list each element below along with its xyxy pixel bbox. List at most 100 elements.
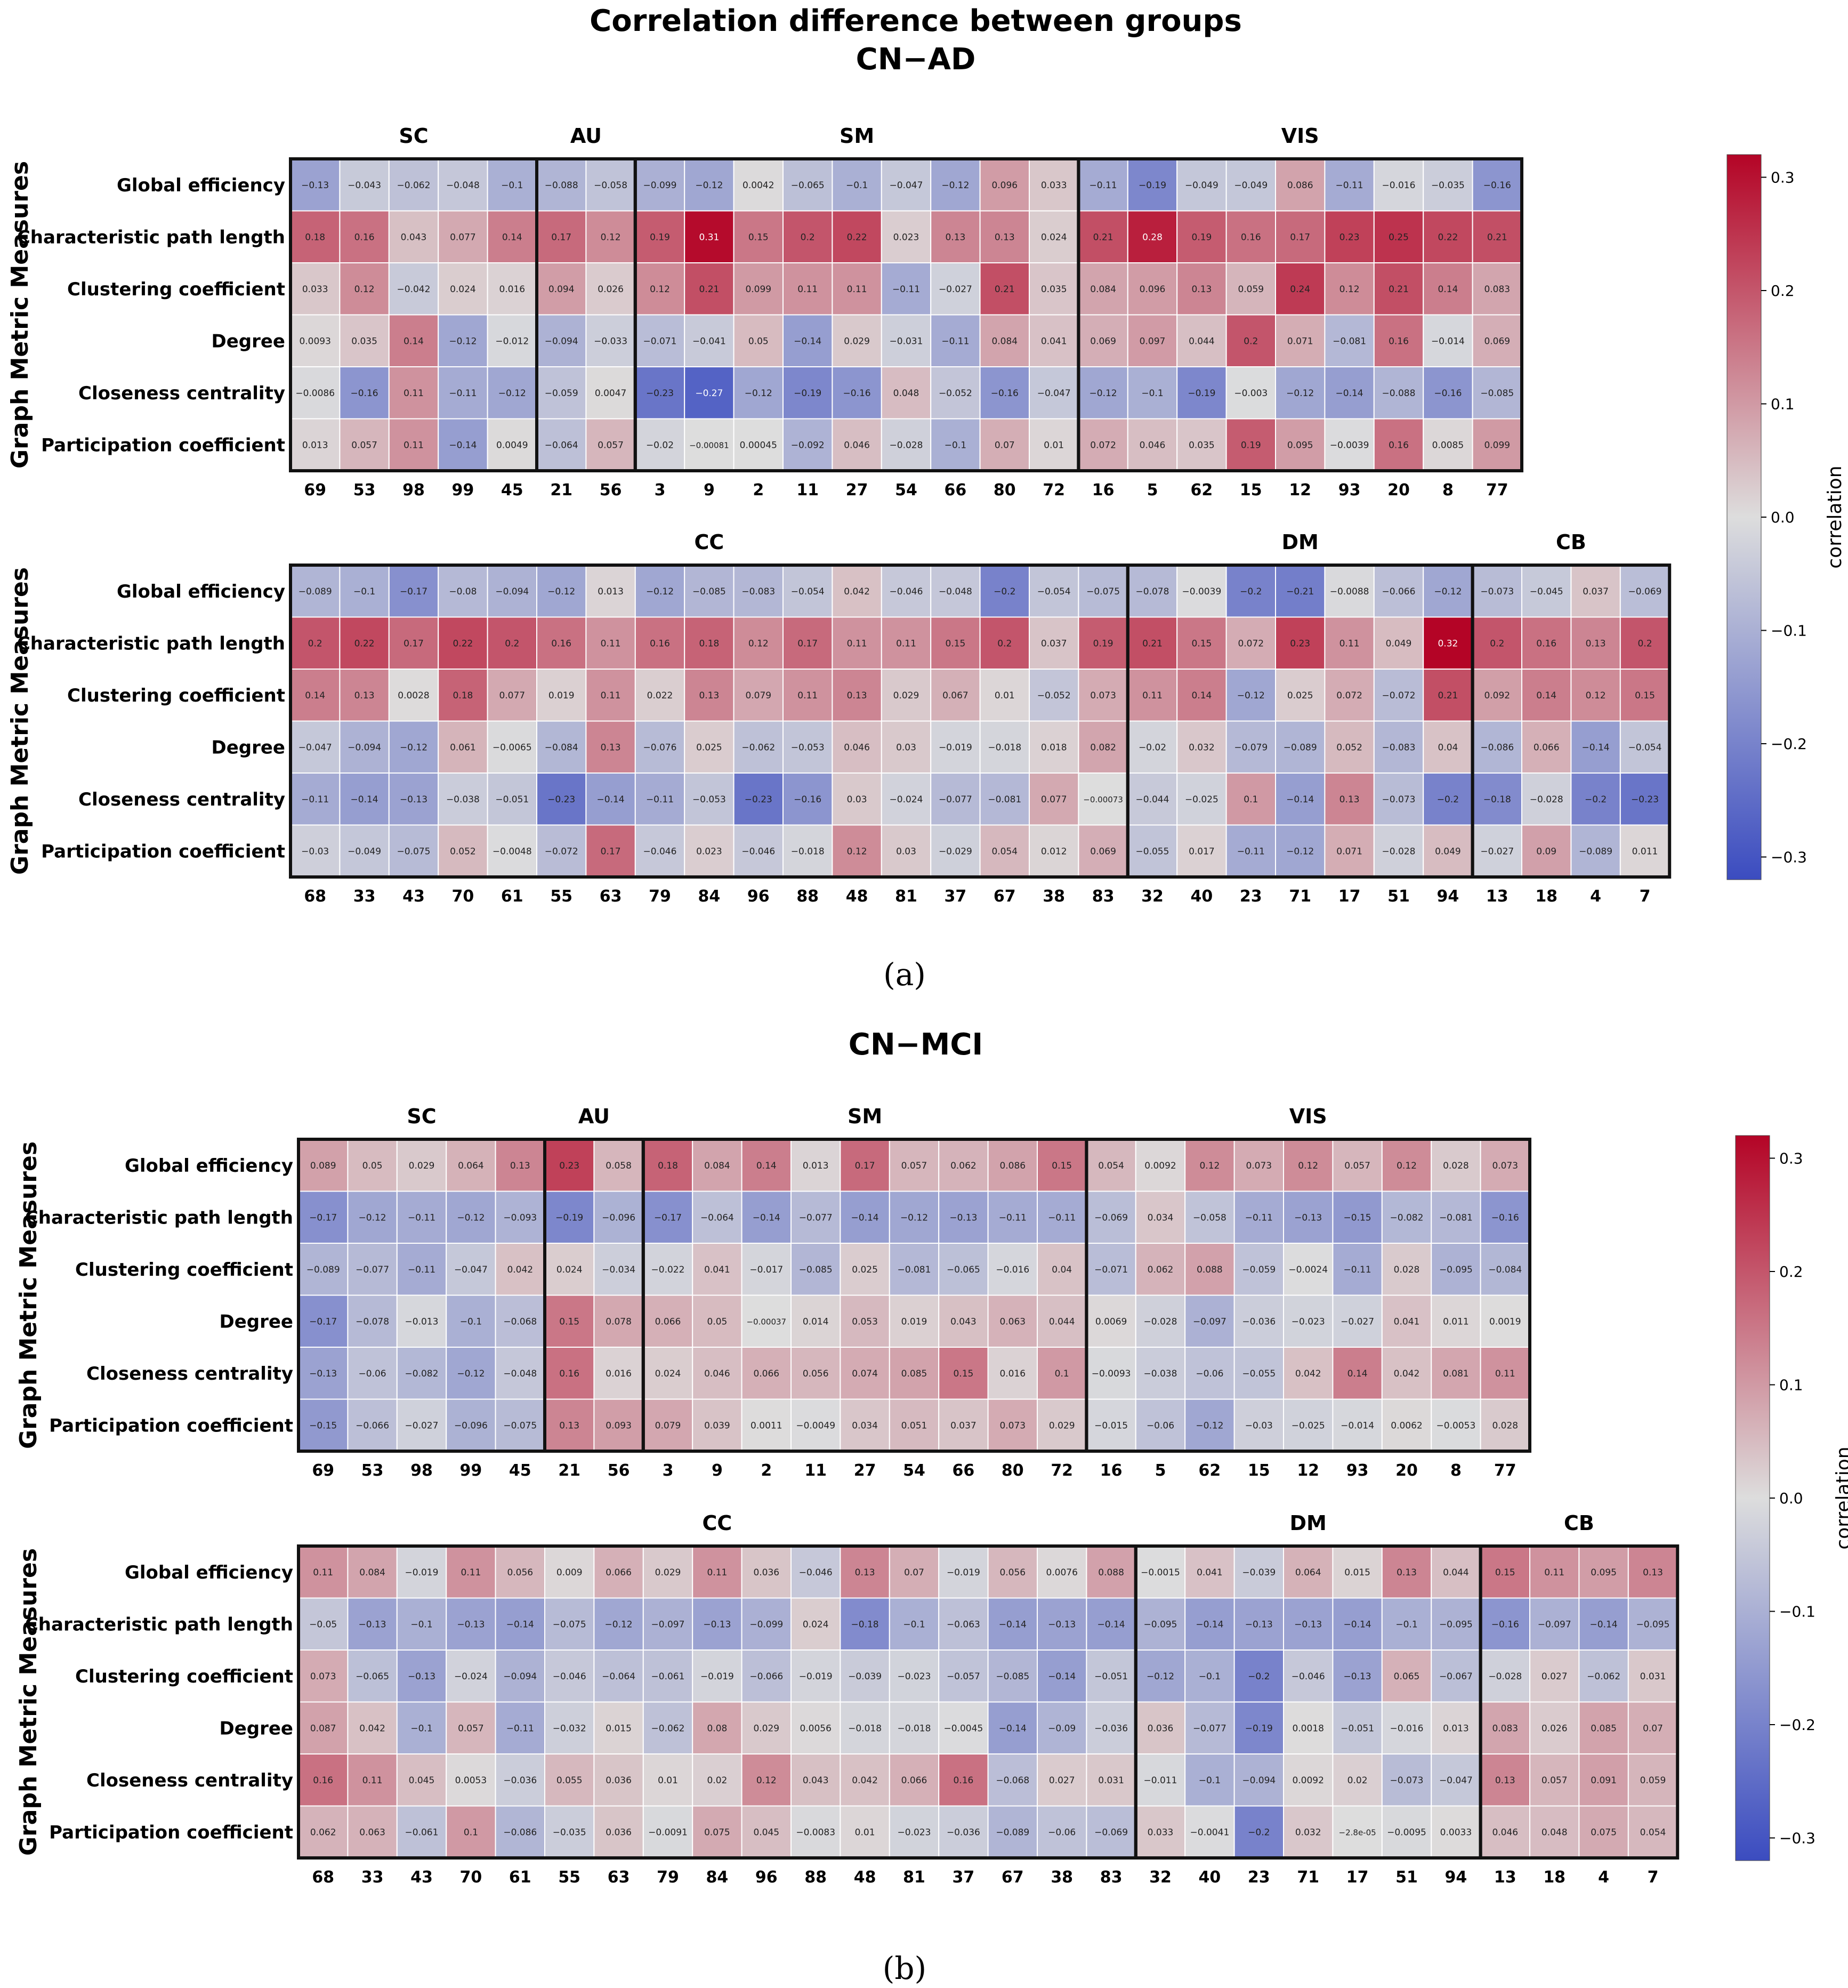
- cell-value: −0.23: [547, 794, 575, 805]
- cell-value: 0.049: [1386, 638, 1412, 649]
- heatmap-cell: [1373, 565, 1424, 618]
- cell-value: −0.14: [1336, 388, 1363, 399]
- column-label: 18: [1535, 887, 1558, 906]
- cell-value: 0.048: [1542, 1827, 1568, 1838]
- cell-value: 0.073: [1090, 690, 1116, 701]
- cell-value: 0.0069: [1095, 1316, 1127, 1327]
- heatmap-cell: [1275, 565, 1326, 618]
- heatmap-cell: [930, 669, 981, 722]
- cell-value: −0.0093: [1092, 1369, 1131, 1379]
- cell-value: 0.073: [999, 1420, 1026, 1431]
- cell-value: −0.13: [400, 794, 427, 805]
- heatmap-cell: [881, 720, 932, 774]
- cell-value: −0.027: [1480, 846, 1514, 857]
- cell-value: −0.078: [1136, 586, 1169, 597]
- heatmap-cell: [1472, 824, 1523, 878]
- column-label: 53: [353, 481, 376, 500]
- cell-value: 0.015: [606, 1723, 632, 1734]
- column-label: 71: [1297, 1868, 1319, 1887]
- heatmap-cell: [438, 366, 488, 420]
- colorbar-tick-label: 0.2: [1779, 1263, 1803, 1281]
- cell-value: 0.095: [1591, 1567, 1617, 1578]
- heatmap-cell: [1578, 1701, 1629, 1754]
- heatmap-cell: [339, 616, 390, 670]
- cell-value: −0.077: [356, 1265, 389, 1275]
- heatmap-cell: [741, 1597, 792, 1651]
- heatmap-cell: [396, 1347, 447, 1400]
- heatmap-cell: [930, 772, 981, 826]
- cell-value: −0.018: [791, 846, 825, 857]
- heatmap-cell: [1127, 565, 1178, 618]
- group-label: SM: [840, 124, 874, 148]
- row-label: Participation coefficient: [49, 1415, 293, 1436]
- cell-value: −0.077: [799, 1212, 833, 1223]
- heatmap-cell: [1127, 366, 1178, 420]
- row-label: Clustering coefficient: [67, 279, 285, 300]
- cell-value: −0.085: [996, 1671, 1029, 1682]
- cell-value: 0.024: [655, 1369, 681, 1379]
- heatmap-cell: [290, 565, 341, 618]
- heatmap-cell: [733, 158, 784, 212]
- heatmap-cell: [438, 669, 488, 722]
- cell-value: 0.12: [1339, 284, 1360, 295]
- cell-value: 0.077: [450, 232, 476, 243]
- heatmap-cell: [388, 262, 439, 316]
- heatmap-cell: [1472, 314, 1523, 367]
- heatmap-cell: [938, 1347, 989, 1400]
- cell-value: −0.038: [1144, 1369, 1177, 1379]
- cell-value: −0.053: [692, 794, 726, 805]
- cell-value: 0.2: [308, 638, 322, 649]
- heatmap-cell: [487, 565, 537, 618]
- cell-value: 0.011: [1632, 846, 1658, 857]
- cell-value: 0.12: [847, 846, 867, 857]
- heatmap-cell: [930, 210, 981, 263]
- cell-value: 0.13: [1643, 1567, 1663, 1578]
- cell-value: 0.016: [999, 1369, 1026, 1379]
- cell-value: −0.058: [594, 180, 627, 191]
- heatmap-cell: [979, 565, 1030, 618]
- heatmap-cell: [487, 720, 537, 774]
- cell-value: −0.0065: [493, 742, 532, 753]
- cell-value: 0.074: [852, 1369, 878, 1379]
- cell-value: −0.13: [1245, 1619, 1273, 1630]
- cell-value: 0.057: [1542, 1775, 1568, 1786]
- heatmap-cell: [684, 720, 735, 774]
- column-label: 11: [804, 1461, 827, 1480]
- heatmap-cell: [1135, 1347, 1186, 1400]
- colorbar-tick-label: −0.3: [1771, 849, 1807, 866]
- heatmap-cell: [1480, 1649, 1531, 1703]
- cell-value: −0.013: [405, 1316, 439, 1327]
- cell-value: 0.059: [1640, 1775, 1666, 1786]
- heatmap-cell: [634, 720, 685, 774]
- heatmap-cell: [1078, 210, 1128, 263]
- cell-value: −0.089: [306, 1265, 340, 1275]
- heatmap-cell: [396, 1398, 447, 1452]
- cell-value: 0.024: [450, 284, 476, 295]
- colorbar-tick-label: 0.0: [1771, 509, 1795, 526]
- cell-value: 0.016: [606, 1369, 632, 1379]
- cell-value: 0.11: [601, 690, 621, 701]
- cell-value: 0.05: [707, 1316, 727, 1327]
- cell-value: −0.088: [1382, 388, 1416, 399]
- cell-value: −0.17: [400, 586, 427, 597]
- column-label: 8: [1442, 481, 1454, 500]
- cell-value: −0.13: [301, 180, 329, 191]
- cell-value: −0.14: [794, 336, 821, 347]
- heatmap-cell: [1184, 1649, 1235, 1703]
- cell-value: 0.15: [1495, 1567, 1515, 1578]
- cell-value: 0.24: [1290, 284, 1310, 295]
- cell-value: −0.0049: [796, 1420, 835, 1431]
- cell-value: −0.1: [945, 440, 966, 450]
- column-label: 62: [1199, 1461, 1221, 1480]
- heatmap-cell: [1472, 565, 1523, 618]
- heatmap-cell: [1431, 1398, 1481, 1452]
- heatmap-cell: [1086, 1190, 1136, 1244]
- heatmap-cell: [930, 262, 981, 316]
- heatmap-cell: [347, 1753, 398, 1807]
- cell-value: 0.12: [650, 284, 670, 295]
- cell-value: 0.14: [1536, 690, 1556, 701]
- heatmap-cell: [290, 418, 341, 471]
- cell-value: 0.064: [1295, 1567, 1321, 1578]
- cell-value: −0.039: [1242, 1567, 1276, 1578]
- cell-value: −0.042: [397, 284, 431, 295]
